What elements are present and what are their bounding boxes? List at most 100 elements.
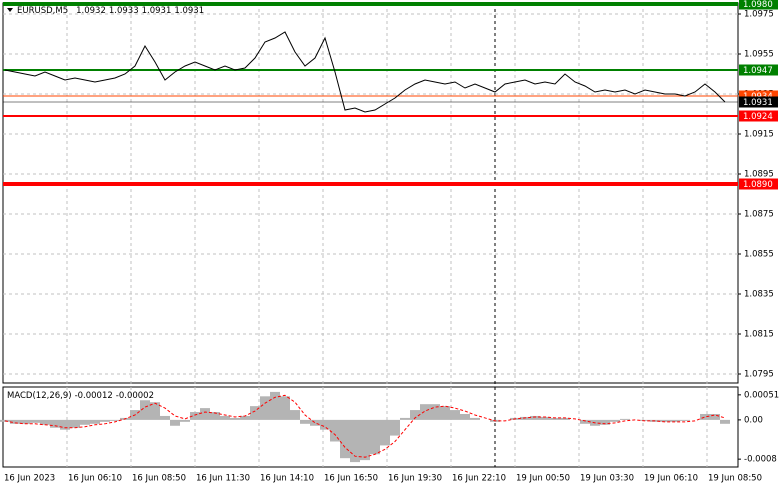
y-tick-label: 1.0875 xyxy=(744,210,774,220)
x-tick-label: 19 Jun 03:30 xyxy=(580,474,634,484)
macd-bar xyxy=(100,419,110,422)
ohlc-value: 1.0932 xyxy=(76,6,106,16)
x-tick-label: 16 Jun 08:50 xyxy=(132,474,186,484)
x-tick-label: 16 Jun 2023 xyxy=(4,474,55,484)
level-label: 1.0931 xyxy=(743,98,773,108)
macd-bar xyxy=(530,415,540,420)
x-tick-label: 16 Jun 06:10 xyxy=(68,474,122,484)
macd-bar xyxy=(560,417,570,420)
macd-current: -0.00002 xyxy=(116,391,154,401)
macd-bar xyxy=(340,419,350,459)
level-box xyxy=(739,96,778,108)
symbol: EURUSD,M5 xyxy=(17,6,68,16)
level-box xyxy=(739,0,778,10)
price-line xyxy=(4,31,726,113)
macd-bar xyxy=(700,413,710,420)
level-label: 1.0980 xyxy=(743,0,773,10)
macd-bar xyxy=(610,419,620,422)
level-label: 1.0924 xyxy=(743,112,773,122)
macd-bar xyxy=(160,415,170,420)
macd-bar xyxy=(400,417,410,420)
macd-bar xyxy=(220,415,230,420)
x-tick-label: 16 Jun 11:30 xyxy=(196,474,250,484)
macd-bar xyxy=(150,402,160,420)
ohlc-value: 1.0931 xyxy=(142,6,172,16)
x-tick-label: 16 Jun 22:10 xyxy=(452,474,506,484)
macd-bar xyxy=(40,419,50,425)
macd-bar xyxy=(370,419,380,455)
macd-bar xyxy=(10,419,20,424)
macd-bar xyxy=(110,419,120,421)
x-tick-label: 16 Jun 19:30 xyxy=(388,474,442,484)
y-tick-label: 1.0975 xyxy=(744,10,774,20)
macd-bar xyxy=(320,419,330,430)
macd-bar xyxy=(380,419,390,446)
header: EURUSD,M5 1.0932 1.0933 1.0931 1.0931 xyxy=(17,6,204,16)
macd-bar xyxy=(420,404,430,420)
macd-bar xyxy=(360,419,370,461)
macd-bar xyxy=(90,419,100,424)
level-label: 1.0890 xyxy=(743,180,773,190)
level-box xyxy=(739,64,778,76)
macd-bar xyxy=(680,419,690,421)
macd-bar xyxy=(200,408,210,420)
macd-bar xyxy=(660,419,670,422)
macd-bar xyxy=(30,419,40,423)
macd-current: -0.00012 xyxy=(75,391,113,401)
macd-bar xyxy=(390,419,400,436)
macd-bar xyxy=(260,396,270,420)
y-tick-label: 1.0855 xyxy=(744,250,774,260)
macd-bar xyxy=(710,413,720,420)
macd-bar xyxy=(580,419,590,424)
macd-bar xyxy=(250,406,260,420)
macd-bar xyxy=(440,406,450,420)
y-tick-label: 1.0895 xyxy=(744,170,774,180)
macd-bar xyxy=(290,410,300,420)
y-tick-label: 1.0835 xyxy=(744,290,774,300)
y-tick-label: -0.0008 xyxy=(744,455,777,465)
macd-bar xyxy=(140,400,150,420)
macd-bar xyxy=(50,419,60,428)
macd-bar xyxy=(350,419,360,463)
macd-bar xyxy=(460,413,470,420)
y-tick-label: 0.00 xyxy=(744,415,763,425)
macd-bar xyxy=(330,419,340,442)
level-label: 1.0947 xyxy=(743,66,773,76)
macd-bar xyxy=(170,419,180,426)
ohlc-value: 1.0931 xyxy=(174,6,204,16)
level-box xyxy=(739,90,778,102)
macd-bar xyxy=(430,404,440,420)
macd-bar xyxy=(20,419,30,424)
macd-bar xyxy=(210,412,220,420)
macd-bar xyxy=(280,396,290,420)
macd-bar xyxy=(550,417,560,420)
macd-bar xyxy=(270,391,280,420)
macd-title: MACD(12,26,9) -0.00012 -0.00002 xyxy=(7,391,154,401)
x-tick-label: 16 Jun 14:10 xyxy=(260,474,314,484)
macd-bar xyxy=(470,417,480,420)
macd-bar xyxy=(450,410,460,420)
x-tick-label: 16 Jun 16:50 xyxy=(324,474,378,484)
x-tick-label: 19 Jun 06:10 xyxy=(644,474,698,484)
macd-bar xyxy=(60,419,70,430)
macd-bar xyxy=(620,418,630,420)
signal-line xyxy=(4,394,726,458)
y-tick-label: 1.0955 xyxy=(744,50,774,60)
macd-frame xyxy=(2,386,739,468)
macd-bar xyxy=(180,419,190,422)
level-box xyxy=(739,178,778,190)
macd-bar xyxy=(230,417,240,420)
y-tick-label: 1.0915 xyxy=(744,130,774,140)
macd-bar xyxy=(670,419,680,422)
macd-bar xyxy=(80,419,90,425)
macd-bar xyxy=(70,419,80,428)
x-tick-label: 19 Jun 00:50 xyxy=(516,474,570,484)
menu-triangle xyxy=(7,8,13,12)
macd-bar xyxy=(720,419,730,424)
macd-bar xyxy=(300,419,310,424)
macd-bar xyxy=(600,419,610,425)
macd-bar xyxy=(540,416,550,420)
